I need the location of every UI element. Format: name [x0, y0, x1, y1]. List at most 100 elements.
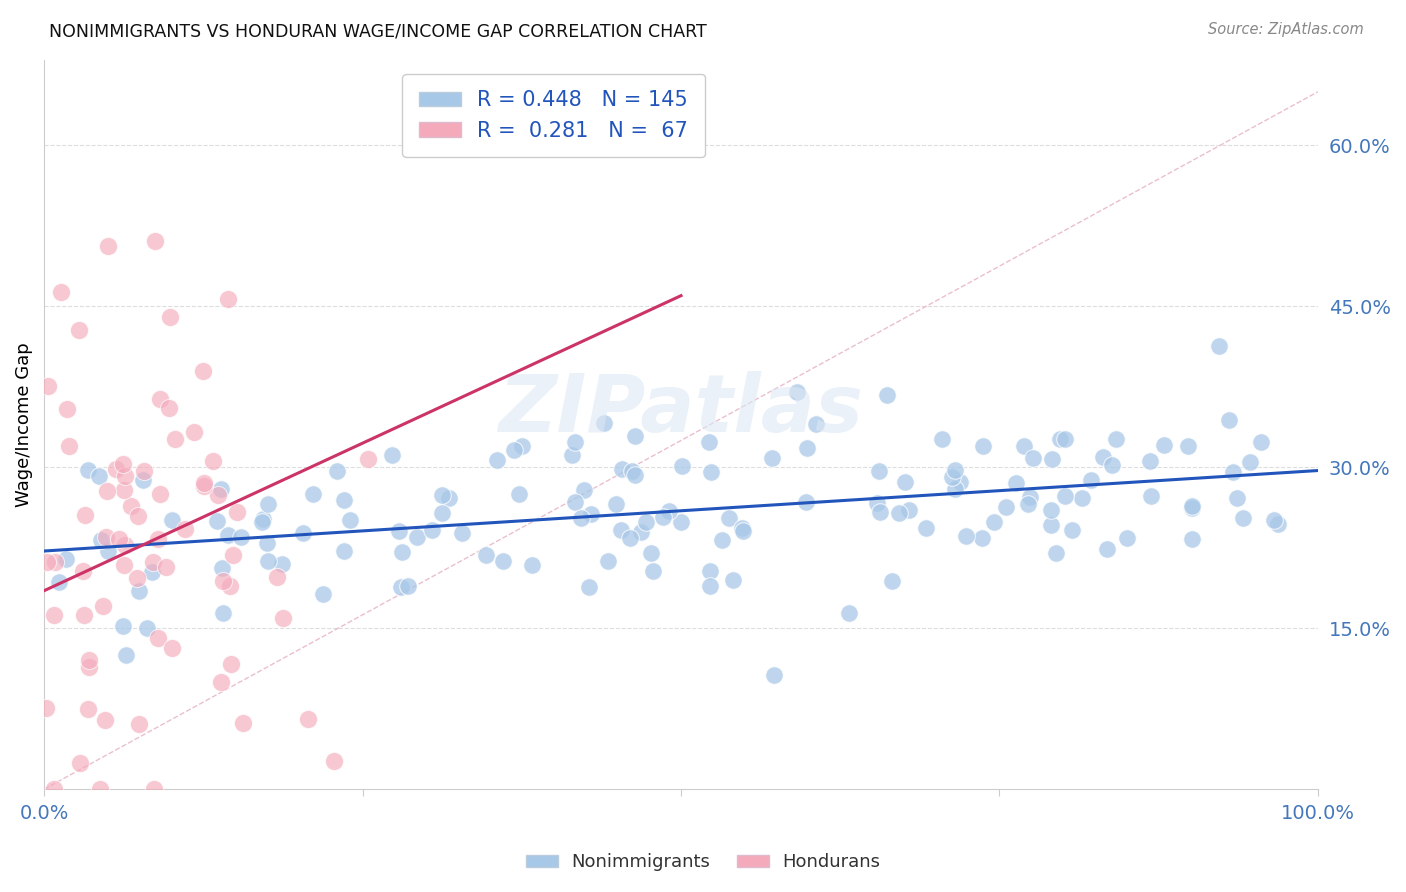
Point — [970, 531, 993, 545]
Point — [120, 500, 142, 514]
Point — [160, 513, 183, 527]
Point — [202, 453, 225, 467]
Point — [624, 467, 647, 482]
Text: Source: ZipAtlas.com: Source: ZipAtlas.com — [1208, 22, 1364, 37]
Point — [869, 505, 891, 519]
Point — [1222, 465, 1244, 479]
Point — [212, 574, 235, 588]
Point — [1091, 450, 1114, 465]
Point — [486, 453, 509, 467]
Point — [193, 479, 215, 493]
Point — [763, 668, 786, 682]
Point — [731, 524, 754, 538]
Point — [1017, 498, 1039, 512]
Point — [796, 441, 818, 455]
Point — [77, 702, 100, 716]
Point — [578, 580, 600, 594]
Y-axis label: Wage/Income Gap: Wage/Income Gap — [15, 342, 32, 507]
Point — [135, 621, 157, 635]
Point — [721, 573, 744, 587]
Point — [794, 495, 817, 509]
Point — [623, 429, 645, 443]
Point — [1177, 439, 1199, 453]
Point — [522, 558, 544, 573]
Point — [217, 292, 239, 306]
Point — [209, 482, 232, 496]
Point — [786, 384, 808, 399]
Point — [1045, 546, 1067, 560]
Point — [218, 578, 240, 592]
Point — [301, 487, 323, 501]
Point — [437, 491, 460, 505]
Point — [669, 515, 692, 529]
Point — [89, 782, 111, 797]
Point — [391, 580, 413, 594]
Point — [420, 523, 443, 537]
Point — [630, 524, 652, 539]
Point — [112, 483, 135, 497]
Point — [323, 755, 346, 769]
Point — [205, 514, 228, 528]
Point — [620, 464, 643, 478]
Point — [1181, 533, 1204, 547]
Point — [658, 504, 681, 518]
Point — [219, 657, 242, 671]
Point — [112, 558, 135, 573]
Point — [593, 417, 616, 431]
Point — [1181, 501, 1204, 516]
Point — [312, 587, 335, 601]
Point — [128, 717, 150, 731]
Point — [91, 599, 114, 613]
Text: NONIMMIGRANTS VS HONDURAN WAGE/INCOME GAP CORRELATION CHART: NONIMMIGRANTS VS HONDURAN WAGE/INCOME GA… — [49, 22, 707, 40]
Point — [115, 648, 138, 663]
Point — [697, 434, 720, 449]
Point — [207, 488, 229, 502]
Point — [671, 458, 693, 473]
Point — [508, 487, 530, 501]
Point — [941, 469, 963, 483]
Point — [972, 439, 994, 453]
Point — [183, 425, 205, 439]
Point — [257, 497, 280, 511]
Point — [149, 486, 172, 500]
Point — [232, 715, 254, 730]
Point — [132, 464, 155, 478]
Legend: R = 0.448   N = 145, R =  0.281   N =  67: R = 0.448 N = 145, R = 0.281 N = 67 — [402, 74, 704, 157]
Point — [252, 515, 274, 529]
Point — [114, 538, 136, 552]
Point — [127, 508, 149, 523]
Point — [146, 532, 169, 546]
Text: ZIPatlas: ZIPatlas — [499, 371, 863, 449]
Point — [1097, 542, 1119, 557]
Point — [339, 513, 361, 527]
Point — [72, 607, 94, 622]
Point — [699, 579, 721, 593]
Point — [1140, 490, 1163, 504]
Point — [252, 512, 274, 526]
Point — [69, 756, 91, 770]
Point — [97, 544, 120, 558]
Point — [51, 285, 73, 300]
Point — [96, 484, 118, 499]
Point — [1054, 432, 1077, 446]
Point — [297, 712, 319, 726]
Legend: Nonimmigrants, Hondurans: Nonimmigrants, Hondurans — [519, 847, 887, 879]
Point — [880, 574, 903, 588]
Point — [943, 463, 966, 477]
Point — [111, 457, 134, 471]
Point — [955, 529, 977, 543]
Point — [432, 506, 454, 520]
Point — [564, 434, 586, 449]
Point — [1225, 491, 1247, 506]
Point — [191, 363, 214, 377]
Point — [1012, 439, 1035, 453]
Point — [610, 461, 633, 475]
Point — [1005, 476, 1028, 491]
Point — [193, 476, 215, 491]
Point — [104, 461, 127, 475]
Point — [256, 536, 278, 550]
Point — [1040, 451, 1063, 466]
Point — [983, 515, 1005, 529]
Point — [1080, 474, 1102, 488]
Point — [127, 571, 149, 585]
